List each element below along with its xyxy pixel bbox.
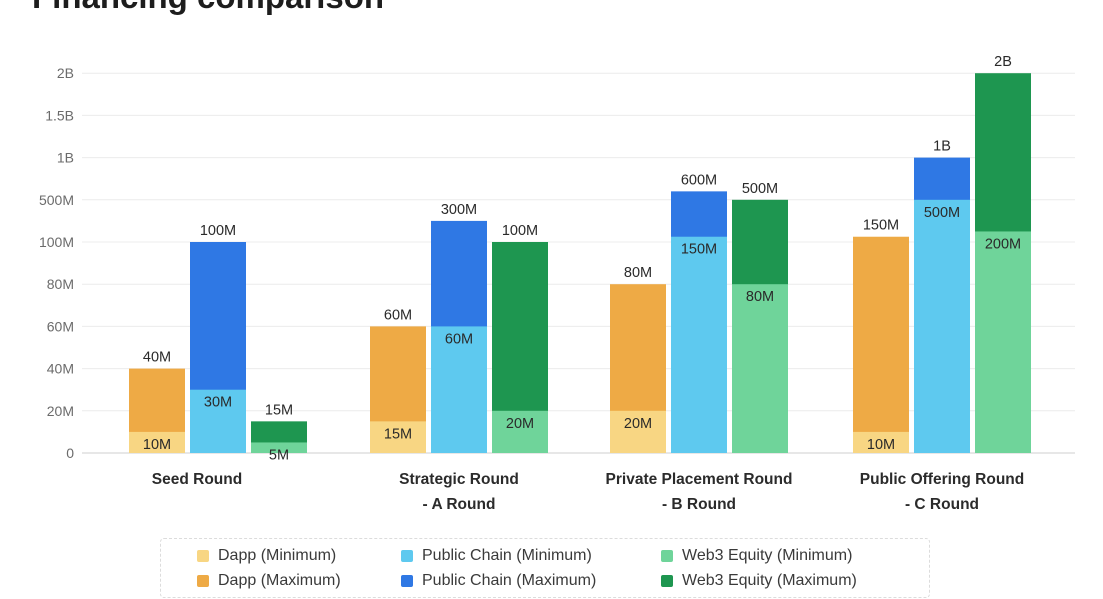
public-chain-min-bar [914,199,970,453]
web3-equity-min-label: 20M [506,416,534,432]
y-tick-label: 0 [66,445,74,461]
data-labels: 40M 10M 60M 15M 80M 20M 150M 10M 100M 30M 300M 60M 6… [143,54,1021,463]
web3-equity-min-label: 80M [746,289,774,305]
dapp-min-bar [610,410,666,453]
x-category-label: - A Round [423,496,496,513]
dapp-max-bar [853,236,909,453]
legend-label: Web3 Equity (Minimum) [682,547,853,564]
web3-equity-min-bar [975,231,1031,453]
dapp-min-bar [129,431,185,453]
dapp-min-label: 10M [867,437,895,453]
y-tick-label: 40M [47,361,74,377]
legend-label: Dapp (Minimum) [218,547,337,564]
public-chain-min-label: 30M [204,395,232,411]
x-category-label: Seed Round [152,471,242,488]
y-tick-label: 100M [39,234,74,250]
x-axis: Seed Round Strategic Round - A Round Privat… [152,471,1024,513]
legend-label: Web3 Equity (Maximum) [682,572,857,589]
public-chain-max-label: 100M [200,223,236,239]
public-chain-max-label: 1B [933,139,951,155]
x-category-label: - C Round [905,496,979,513]
dapp-min-bar [853,431,909,453]
dapp-max-label: 40M [143,350,171,366]
legend-swatch [661,550,673,562]
legend-swatch [661,575,673,587]
web3-equity-max-label: 15M [265,402,293,418]
web3-equity-min-bar [251,442,307,453]
dapp-min-label: 15M [384,426,412,442]
dapp-max-label: 150M [863,218,899,234]
public-chain-max-label: 300M [441,202,477,218]
legend-item-public-chain-max: Public Chain (Maximum) [401,572,596,590]
legend-item-dapp-min: Dapp (Minimum) [197,547,336,565]
y-tick-label: 500M [39,192,74,208]
y-tick-label: 20M [47,403,74,419]
chart-title: Financing comparison [32,0,384,16]
legend-label: Public Chain (Minimum) [422,547,592,564]
legend-swatch [401,550,413,562]
public-chain-min-bar [671,236,727,453]
dapp-max-label: 60M [384,307,412,323]
y-tick-label: 1B [57,150,74,166]
legend-item-public-chain-min: Public Chain (Minimum) [401,547,592,565]
web3-equity-max-label: 100M [502,223,538,239]
x-category-label: - B Round [662,496,736,513]
legend-item-web3-equity-max: Web3 Equity (Maximum) [661,572,857,590]
legend-swatch [197,550,209,562]
dapp-min-bar [370,421,426,453]
web3-equity-min-bar [732,284,788,453]
y-tick-label: 2B [57,65,74,81]
legend-swatch [401,575,413,587]
legend: Dapp (Minimum) Dapp (Maximum) Public Chain… [160,538,930,598]
legend-label: Public Chain (Maximum) [422,572,597,589]
web3-equity-min-bar [492,410,548,453]
chart-plot: 0 20M 40M 60M 80M 100M 500M 1B 1.5B 2B 40M 10M 60M 1… [39,54,1075,513]
public-chain-max-label: 600M [681,172,717,188]
public-chain-min-label: 500M [924,205,960,221]
x-category-label: Private Placement Round [606,471,793,488]
x-category-label: Public Offering Round [860,471,1024,488]
dapp-min-label: 10M [143,437,171,453]
public-chain-min-label: 60M [445,331,473,347]
web3-equity-max-label: 500M [742,181,778,197]
legend-label: Dapp (Maximum) [218,572,341,589]
y-tick-label: 80M [47,276,74,292]
bars [129,73,1031,454]
dapp-min-label: 20M [624,416,652,432]
public-chain-min-label: 150M [681,242,717,258]
web3-equity-min-label: 5M [269,447,289,463]
y-tick-label: 60M [47,318,74,334]
legend-item-dapp-max: Dapp (Maximum) [197,572,341,590]
grid-layer [82,72,1075,454]
legend-swatch [197,575,209,587]
web3-equity-max-label: 2B [994,54,1012,70]
web3-equity-min-label: 200M [985,236,1021,252]
y-tick-label: 1.5B [45,107,74,123]
public-chain-min-bar [431,326,487,453]
x-category-label: Strategic Round [399,471,519,488]
public-chain-min-bar [190,389,246,453]
legend-item-web3-equity-min: Web3 Equity (Minimum) [661,547,852,565]
dapp-max-label: 80M [624,265,652,281]
y-axis: 0 20M 40M 60M 80M 100M 500M 1B 1.5B 2B [39,65,74,461]
